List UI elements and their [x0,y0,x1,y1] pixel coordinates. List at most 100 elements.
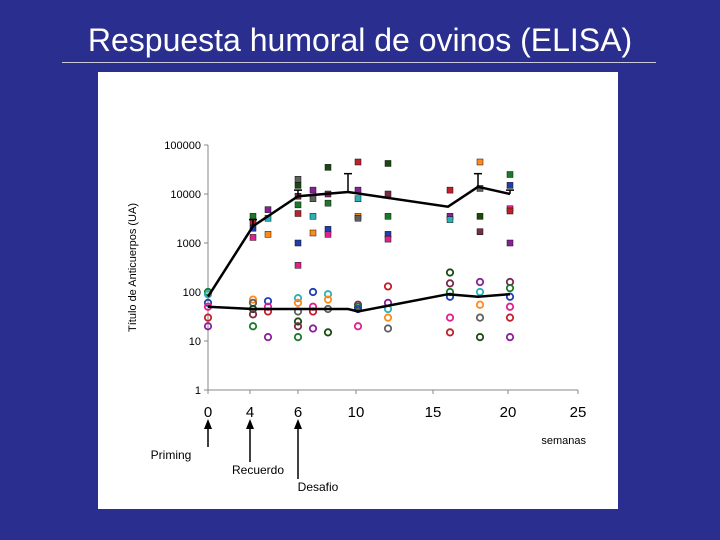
x-tick-label: 20 [500,404,517,421]
data-point-square [294,182,302,189]
data-point-circle [308,324,318,333]
data-point-square [446,216,454,223]
data-point-circle [308,287,318,297]
data-point-circle [323,290,333,299]
x-tick-label: 10 [348,404,365,421]
data-point-circle [293,298,303,307]
annotation-label: Recuerdo [232,463,284,477]
data-point-circle [353,322,363,331]
y-tick-label: 100 [183,287,201,299]
annotation-label: Desafio [298,480,339,494]
slide-title: Respuesta humoral de ovinos (ELISA) [87,22,633,58]
annotation-arrow-head [294,419,302,429]
data-point-circle [323,328,333,337]
data-point-circle [475,313,485,322]
annotation-label: Priming [151,448,192,462]
data-point-circle [505,284,515,293]
x-tick-label: 25 [570,404,587,421]
data-point-square [354,195,362,202]
data-point-square [249,234,257,241]
data-point-square [384,160,392,167]
title-divider [62,62,656,63]
data-point-square [264,206,272,213]
data-point-circle [203,322,213,331]
data-point-circle [505,302,515,311]
data-point-square [506,239,514,247]
x-tick-label: 0 [204,404,212,421]
data-point-circle [203,290,213,299]
data-point-circle [383,313,393,322]
data-point-square [309,186,317,194]
y-axis-label: Título de Anticuerpos (UA) [127,203,139,332]
elisa-chart: 1 10 100 1000 10000 100000 0 4 6 10 15 20 25 Título d… [127,140,586,494]
data-point-square [384,190,392,198]
data-point-circle [203,313,213,322]
data-point-square [324,164,332,171]
data-point-circle [248,310,258,319]
data-point-square [446,186,454,194]
data-point-circle [445,279,455,288]
data-point-square [309,195,317,202]
data-point-square [354,214,362,222]
data-point-circle [293,322,303,331]
data-point-circle [383,324,393,333]
data-point-circle [475,333,485,342]
x-axis-label: semanas [541,435,586,447]
data-point-circle [293,317,303,326]
mean-line-control [207,292,511,313]
chart-panel: 1 10 100 1000 10000 100000 0 4 6 10 15 20 25 Título d… [98,72,618,509]
data-point-circle [323,295,333,304]
data-point-circle [505,292,515,301]
data-point-circle [263,333,273,342]
data-point-square [384,235,392,243]
data-point-square [354,158,362,166]
data-point-circle [505,333,515,342]
data-point-square [476,228,484,235]
y-tick-label: 10000 [170,189,201,201]
data-point-square [264,231,272,238]
data-point-circle [475,300,485,309]
y-tick-label: 10 [189,336,201,348]
data-point-square [249,213,257,220]
data-point-square [506,182,514,189]
data-point-circle [445,313,455,322]
data-point-square [294,262,302,269]
data-point-square [294,239,302,247]
data-point-square [476,158,484,166]
data-point-circle [203,298,213,307]
x-tick-label: 4 [246,404,254,421]
annotation-arrow-head [246,419,254,429]
data-point-square [506,207,514,215]
data-point-circle [383,282,393,291]
points-layer [203,158,515,342]
data-point-square [309,213,317,220]
data-point-circle [248,295,258,304]
data-point-square [309,229,317,237]
data-point-circle [475,287,485,297]
data-point-circle [293,333,303,342]
data-point-circle [505,313,515,322]
y-tick-label: 100000 [164,140,201,152]
data-point-square [384,213,392,220]
data-point-circle [445,268,455,277]
data-point-circle [248,322,258,331]
data-point-circle [475,277,485,287]
y-tick-label: 1000 [177,238,201,250]
x-tick-label: 6 [294,404,302,421]
mean-line-immunized [206,185,511,298]
lines-layer [206,172,514,313]
labels-layer: 1 10 100 1000 10000 100000 0 4 6 10 15 20 25 Título d… [127,140,586,494]
x-tick-label: 15 [425,404,442,421]
data-point-circle [445,328,455,337]
axes-layer [204,144,579,394]
data-point-square [294,175,302,183]
data-point-square [506,171,514,178]
data-point-square [476,213,484,220]
data-point-square [294,210,302,217]
data-point-circle [293,294,303,303]
data-point-square [294,201,302,209]
data-point-square [324,231,332,238]
data-point-square [324,199,332,207]
y-tick-label: 1 [195,385,201,397]
annotation-arrow-head [204,419,212,429]
